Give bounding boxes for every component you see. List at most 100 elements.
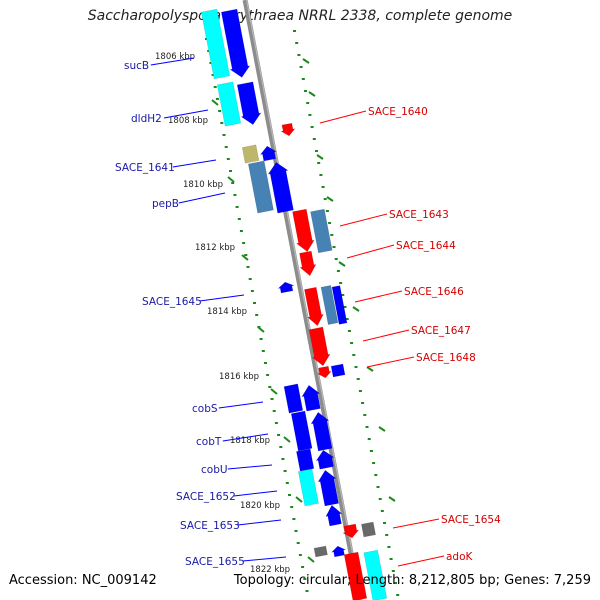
gene-label-left: cobS: [192, 403, 218, 415]
tick-mark-left: [303, 578, 307, 580]
tick-mark-left: [277, 434, 281, 436]
tick-mark-right: [325, 210, 329, 212]
scale-label: 1814 kbp: [207, 307, 247, 317]
tick-mark-right: [341, 294, 345, 296]
tick-mark-right: [383, 522, 386, 524]
tick-mark-left: [209, 62, 213, 64]
tick-mark-right: [350, 342, 354, 344]
gene-feature: [343, 551, 368, 600]
tick-mark-left: [296, 542, 300, 544]
tick-mark-left: [220, 122, 224, 124]
gene-feature: [283, 383, 304, 414]
tick-mark-right: [321, 186, 325, 188]
tick-mark-right: [315, 150, 318, 152]
gene-feature: [290, 410, 313, 452]
tick-mark-left: [207, 50, 211, 52]
tick-mark-left: [259, 338, 263, 340]
scale-label: 1820 kbp: [240, 501, 280, 511]
gene-label-left: SACE_1645: [142, 296, 202, 308]
major-tick-left: [283, 436, 291, 443]
tick-mark-right: [304, 90, 307, 92]
tick-mark-left: [224, 146, 228, 148]
gene-label-right: SACE_1644: [396, 240, 456, 252]
label-connector-left: [227, 464, 273, 470]
tick-mark-left: [281, 458, 285, 460]
tick-mark-right: [339, 282, 343, 284]
gene-feature: [216, 81, 242, 127]
tick-mark-right: [356, 378, 360, 380]
label-connector-left: [199, 294, 245, 302]
label-connector-left: [163, 109, 209, 119]
label-connector-right: [354, 290, 403, 303]
tick-mark-right: [396, 594, 400, 596]
tick-mark-right: [295, 42, 299, 44]
tick-mark-right: [354, 366, 358, 368]
gene-feature: [277, 281, 295, 294]
label-connector-right: [366, 356, 415, 368]
tick-mark-left: [242, 242, 246, 244]
gene-feature: [200, 8, 231, 80]
tick-mark-left: [270, 398, 274, 400]
tick-mark-left: [274, 422, 278, 424]
tick-mark-right: [310, 126, 314, 128]
scale-label: 1812 kbp: [195, 243, 235, 253]
tick-mark-right: [369, 450, 373, 452]
tick-mark-right: [297, 54, 301, 56]
tick-mark-right: [389, 558, 393, 560]
tick-mark-right: [358, 390, 362, 392]
tick-mark-right: [376, 486, 380, 488]
scale-label: 1810 kbp: [183, 180, 223, 190]
tick-mark-right: [308, 114, 312, 116]
tick-mark-left: [231, 182, 235, 184]
tick-mark-left: [290, 506, 294, 508]
tick-mark-left: [237, 218, 241, 220]
tick-mark-left: [233, 194, 237, 196]
gene-feature: [310, 208, 333, 254]
tick-mark-right: [299, 66, 303, 68]
gene-label-left: SACE_1653: [180, 520, 240, 532]
backbone-highlight: [245, 0, 363, 600]
major-tick-left: [227, 176, 235, 183]
gene-feature: [301, 384, 321, 412]
tick-mark-left: [305, 590, 309, 592]
gene-feature: [292, 208, 315, 253]
gene-feature: [315, 449, 335, 470]
gene-feature: [361, 521, 376, 538]
gene-feature: [267, 161, 294, 214]
tick-mark-right: [374, 474, 378, 476]
major-tick-left: [257, 326, 265, 333]
gene-feature: [330, 545, 347, 558]
tick-mark-right: [367, 438, 371, 440]
backbone-line: [242, 0, 363, 600]
gene-label-left: pepB: [152, 198, 179, 210]
tick-mark-left: [261, 350, 265, 352]
tick-mark-left: [246, 266, 250, 268]
tick-mark-right: [385, 534, 389, 536]
tick-mark-left: [298, 554, 302, 556]
gene-feature: [220, 8, 251, 78]
label-connector-left: [237, 519, 282, 526]
gene-feature: [280, 122, 296, 137]
tick-mark-right: [380, 510, 384, 512]
genome-summary-text: Topology: circular; Length: 8,212,805 bp…: [233, 573, 591, 588]
tick-mark-right: [319, 174, 323, 176]
label-connector-right: [346, 244, 395, 259]
tick-mark-left: [272, 410, 276, 412]
tick-mark-left: [255, 314, 259, 316]
tick-mark-right: [330, 234, 334, 236]
label-connector-left: [172, 159, 217, 168]
gene-feature: [325, 504, 343, 527]
gene-feature: [241, 144, 260, 164]
label-connector-left: [242, 556, 287, 562]
gene-feature: [308, 326, 331, 367]
major-tick-right: [366, 366, 374, 372]
tick-mark-left: [218, 110, 222, 112]
major-tick-right: [338, 261, 346, 267]
tick-mark-right: [387, 546, 391, 548]
tick-mark-left: [213, 86, 217, 88]
major-tick-right: [308, 91, 316, 97]
gene-feature: [296, 448, 315, 472]
accession-text: Accession: NC_009142: [9, 573, 157, 588]
major-tick-right: [352, 306, 360, 312]
tick-mark-right: [372, 462, 376, 464]
